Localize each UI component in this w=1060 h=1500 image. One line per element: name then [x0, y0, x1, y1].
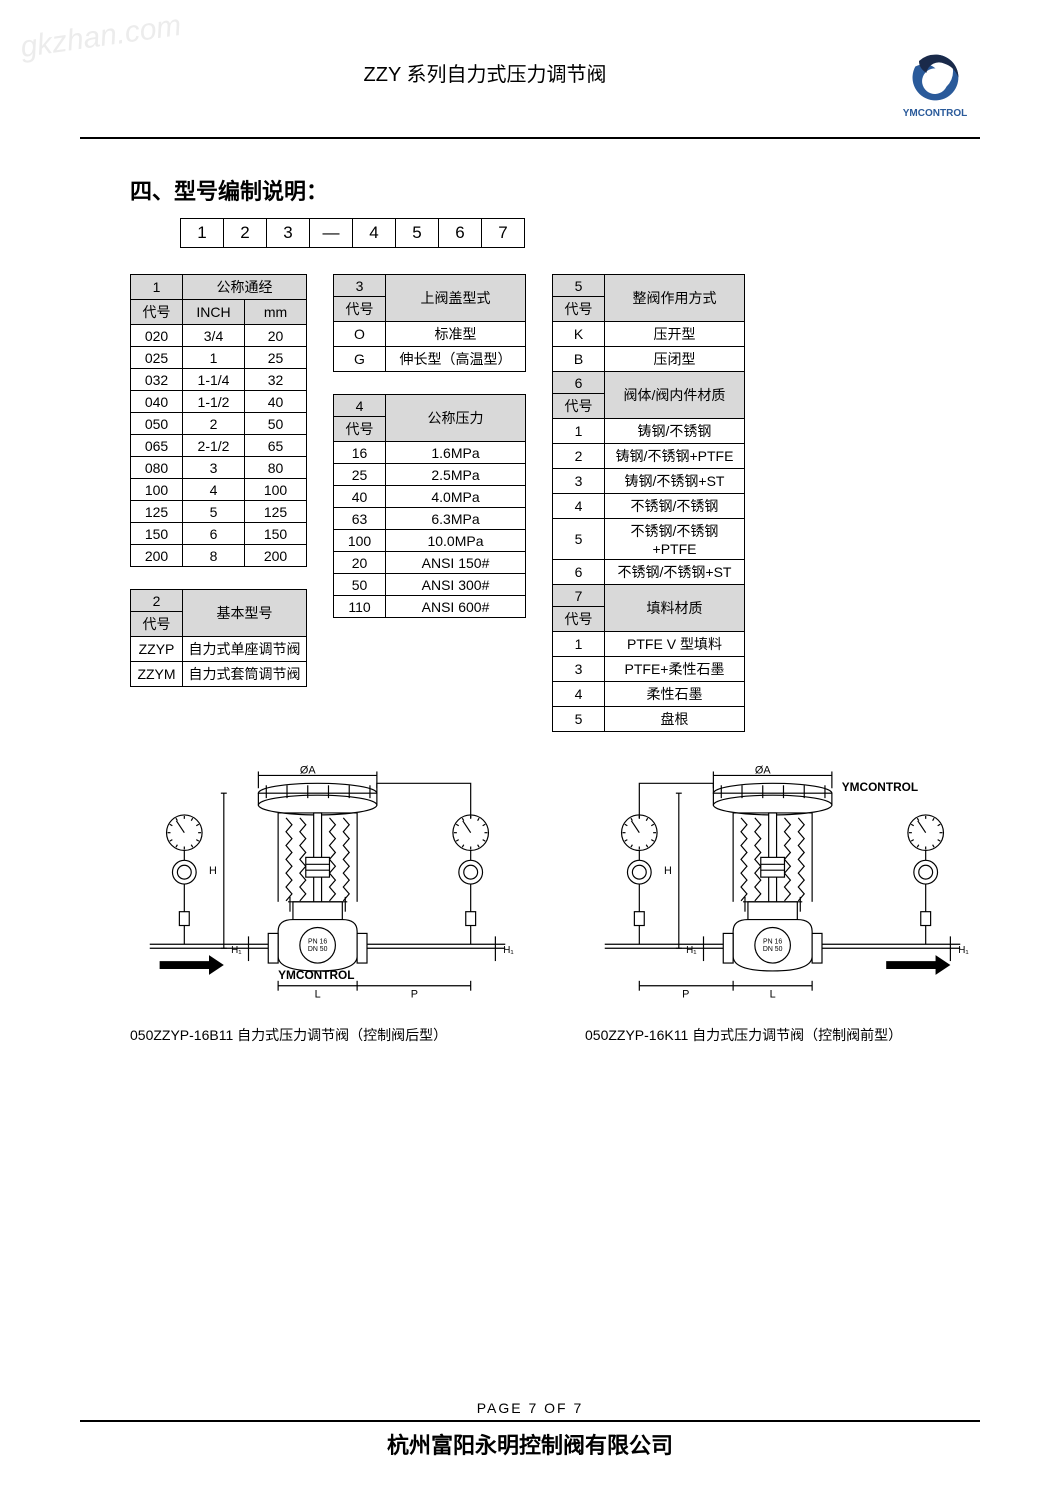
tables-container: 1公称通经代号INCHmm0203/4200251250321-1/432040… [130, 274, 980, 732]
svg-text:DN 50: DN 50 [763, 946, 783, 953]
svg-text:H: H [209, 865, 217, 877]
table-3-bonnet-type: 3上阀盖型式代号O标准型G伸长型（高温型） [333, 274, 526, 372]
model-code-boxes: 123—4567 [180, 218, 980, 248]
svg-text:YMCONTROL: YMCONTROL [842, 780, 918, 794]
table-1-nominal-diameter: 1公称通经代号INCHmm0203/4200251250321-1/432040… [130, 274, 307, 567]
logo-block: YMCONTROL [890, 50, 980, 119]
svg-text:DN 50: DN 50 [308, 946, 328, 953]
code-cell: 4 [352, 218, 396, 248]
svg-text:PN 16: PN 16 [763, 938, 782, 945]
code-cell: 3 [266, 218, 310, 248]
code-cell: 6 [438, 218, 482, 248]
svg-text:H₁: H₁ [686, 945, 697, 956]
diagram-left-caption: 050ZZYP-16B11 自力式压力调节阀（控制阀后型） [130, 1025, 525, 1045]
section-title: 四、型号编制说明： [130, 174, 980, 206]
svg-text:PN 16: PN 16 [308, 938, 327, 945]
code-cell: 2 [223, 218, 267, 248]
svg-text:P: P [411, 989, 418, 1001]
diagrams-row: ØAYMCONTROLPN 16DN 50HH₁LPH₁ 050ZZYP-16B… [130, 762, 980, 1045]
code-cell: 7 [481, 218, 525, 248]
page-footer: PAGE 7 OF 7 杭州富阳永明控制阀有限公司 [80, 1400, 980, 1460]
diagram-left: ØAYMCONTROLPN 16DN 50HH₁LPH₁ 050ZZYP-16B… [130, 762, 525, 1045]
code-cell: — [309, 218, 353, 248]
table-5-action-mode: 5整阀作用方式代号K压开型B压闭型 [552, 274, 745, 372]
svg-text:ØA: ØA [755, 764, 771, 776]
svg-text:L: L [770, 989, 776, 1001]
svg-text:L: L [315, 989, 321, 1001]
diagram-right: ØA YMCONTROL PN 16DN 50 H H₁ L P H₁ 050ZZYP-16K… [585, 762, 980, 1045]
document-title: ZZY 系列自力式压力调节阀 [80, 50, 890, 87]
svg-text:H: H [664, 865, 672, 877]
svg-text:H₁: H₁ [503, 945, 514, 956]
table-7-packing: 7填料材质代号1PTFE V 型填料3PTFE+柔性石墨4柔性石墨5盘根 [552, 584, 745, 732]
code-cell: 5 [395, 218, 439, 248]
svg-text:ØA: ØA [300, 764, 316, 776]
svg-text:P: P [682, 989, 689, 1001]
table-2-base-model: 2基本型号代号ZZYP自力式单座调节阀ZZYM自力式套筒调节阀 [130, 589, 307, 687]
logo-text: YMCONTROL [890, 108, 980, 119]
svg-text:H₁: H₁ [231, 945, 242, 956]
code-cell: 1 [180, 218, 224, 248]
page-header: ZZY 系列自力式压力调节阀 YMCONTROL [80, 50, 980, 139]
logo-icon [908, 50, 963, 105]
table-6-material: 6阀体/阀内件材质代号1铸钢/不锈钢2铸钢/不锈钢+PTFE3铸钢/不锈钢+ST… [552, 371, 745, 585]
table-4-nominal-pressure: 4公称压力代号161.6MPa252.5MPa404.0MPa636.3MPa1… [333, 394, 526, 618]
company-name: 杭州富阳永明控制阀有限公司 [80, 1420, 980, 1460]
diagram-right-caption: 050ZZYP-16K11 自力式压力调节阀（控制阀前型） [585, 1025, 980, 1045]
svg-text:H₁: H₁ [958, 945, 969, 956]
page-number: PAGE 7 OF 7 [80, 1400, 980, 1416]
